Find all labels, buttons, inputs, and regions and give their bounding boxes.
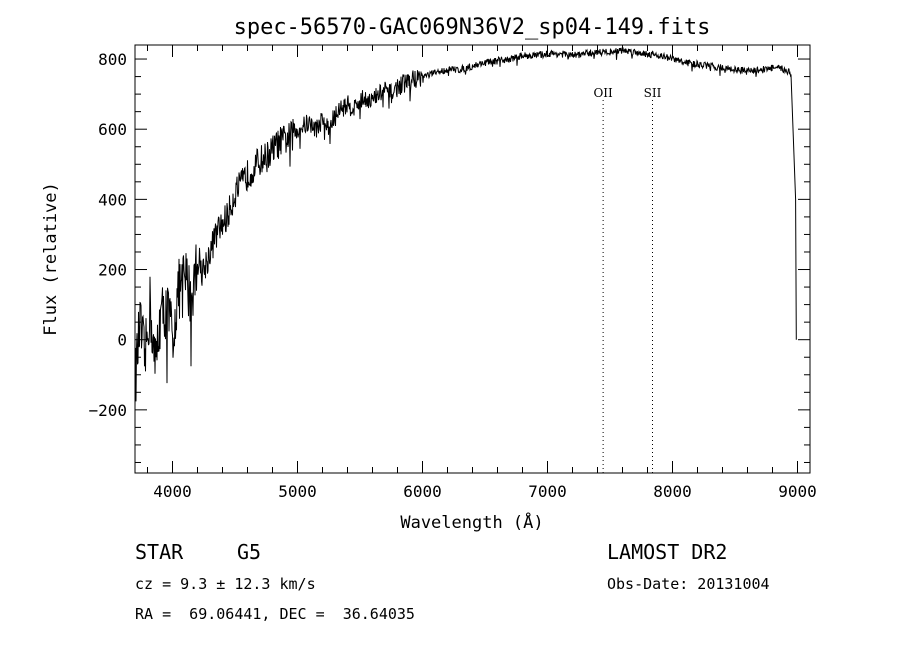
y-tick-label: 0 — [117, 331, 127, 350]
object-subclass: G5 — [237, 540, 262, 564]
y-axis-label: Flux (relative) — [41, 182, 61, 336]
x-tick-label: 8000 — [653, 482, 692, 501]
oii-label: OII — [593, 86, 613, 100]
line-markers: OII SII — [593, 86, 662, 473]
y-tick-label: 400 — [98, 190, 127, 209]
coordinates-text: RA = 69.06441, DEC = 36.64035 — [135, 605, 415, 623]
x-tick-label: 5000 — [278, 482, 317, 501]
y-axis: −200 0 200 400 600 800 — [88, 50, 810, 463]
y-tick-label: 600 — [98, 120, 127, 139]
sii-label: SII — [644, 86, 662, 100]
chart-title: spec-56570-GAC069N36V2_sp04-149.fits — [234, 15, 711, 40]
x-tick-label: 7000 — [528, 482, 567, 501]
redshift-text: cz = 9.3 ± 12.3 km/s — [135, 575, 316, 593]
plot-frame — [134, 44, 811, 474]
x-tick-label: 6000 — [403, 482, 442, 501]
x-axis: 4000 5000 6000 7000 8000 9000 — [147, 45, 817, 501]
y-tick-label: 200 — [98, 261, 127, 280]
x-axis-label: Wavelength (Å) — [400, 511, 543, 533]
y-tick-label: 800 — [98, 50, 127, 69]
x-tick-label: 9000 — [778, 482, 817, 501]
y-tick-label: −200 — [88, 401, 127, 420]
spectrum-line — [134, 45, 797, 408]
object-type: STAR — [135, 540, 184, 564]
survey-name: LAMOST DR2 — [607, 540, 728, 564]
x-tick-label: 4000 — [153, 482, 192, 501]
obs-date: Obs-Date: 20131004 — [607, 575, 770, 593]
